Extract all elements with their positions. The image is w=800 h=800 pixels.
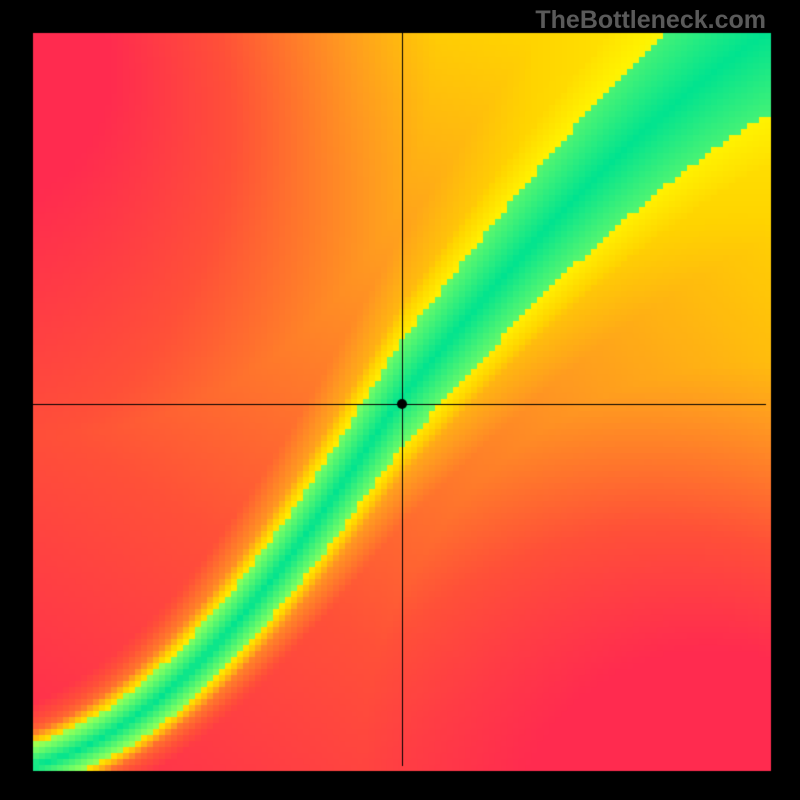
- bottleneck-heatmap: [0, 0, 800, 800]
- watermark-text: TheBottleneck.com: [535, 6, 766, 35]
